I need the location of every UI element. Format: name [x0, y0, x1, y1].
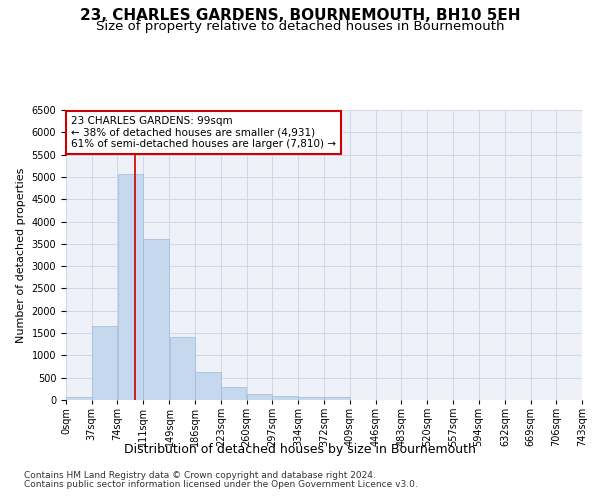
Text: Size of property relative to detached houses in Bournemouth: Size of property relative to detached ho… — [96, 20, 504, 33]
Text: Contains public sector information licensed under the Open Government Licence v3: Contains public sector information licen… — [24, 480, 418, 489]
Bar — [170, 336, 195, 400]
Bar — [325, 396, 350, 400]
Bar — [272, 396, 298, 400]
Bar — [143, 240, 169, 400]
Bar — [118, 174, 143, 400]
Y-axis label: Number of detached properties: Number of detached properties — [16, 168, 26, 342]
Bar — [66, 396, 92, 400]
Text: 23 CHARLES GARDENS: 99sqm
← 38% of detached houses are smaller (4,931)
61% of se: 23 CHARLES GARDENS: 99sqm ← 38% of detac… — [71, 116, 336, 149]
Bar — [298, 396, 323, 400]
Bar — [196, 372, 221, 400]
Text: Contains HM Land Registry data © Crown copyright and database right 2024.: Contains HM Land Registry data © Crown c… — [24, 471, 376, 480]
Text: Distribution of detached houses by size in Bournemouth: Distribution of detached houses by size … — [124, 442, 476, 456]
Text: 23, CHARLES GARDENS, BOURNEMOUTH, BH10 5EH: 23, CHARLES GARDENS, BOURNEMOUTH, BH10 5… — [80, 8, 520, 22]
Bar — [247, 394, 272, 400]
Bar — [221, 387, 247, 400]
Bar — [92, 326, 117, 400]
